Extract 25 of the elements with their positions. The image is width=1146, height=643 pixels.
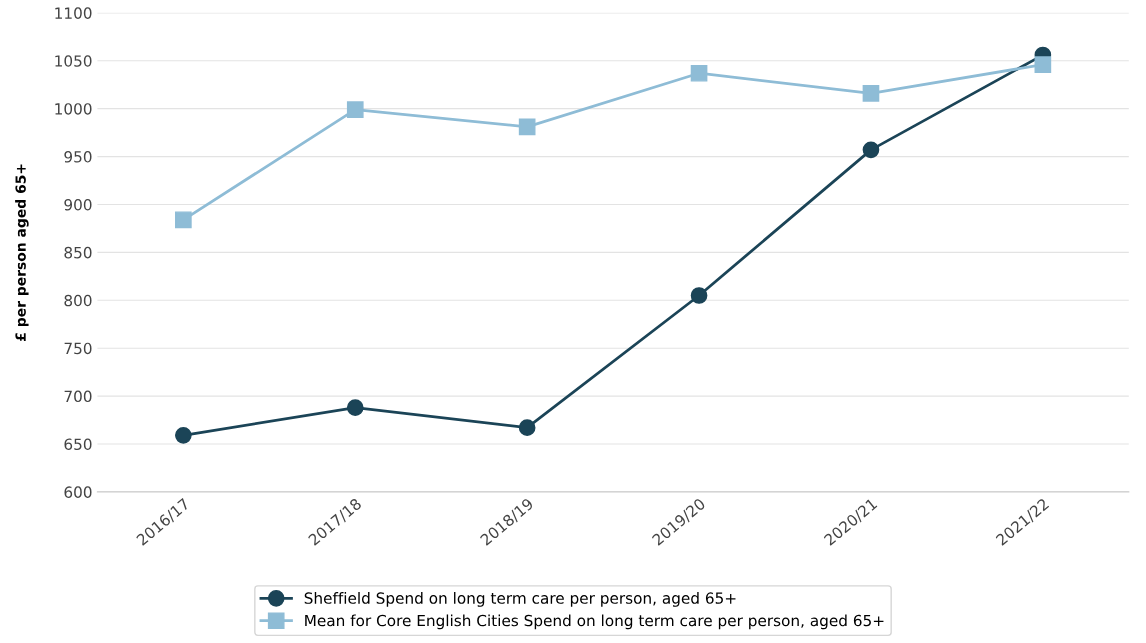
y-tick-label: 1000 — [55, 103, 92, 115]
point — [862, 141, 880, 159]
point — [1034, 56, 1052, 73]
y-tick-label: 900 — [64, 198, 92, 211]
point — [690, 287, 708, 304]
y-tick-label: 750 — [64, 342, 92, 355]
y-tick-label: 950 — [64, 151, 92, 163]
y-tick-label: 850 — [64, 246, 92, 259]
legend-label: Mean for Core English Cities Spend on long term care per person, aged 65+ — [305, 614, 884, 630]
point — [862, 85, 880, 102]
point — [690, 64, 708, 82]
y-tick-label: 650 — [64, 438, 92, 451]
y-tick-label: 1100 — [55, 7, 92, 19]
point — [346, 399, 364, 416]
y-axis-title: £ per person aged 65+ — [15, 164, 29, 341]
y-tick-label: 1050 — [55, 55, 92, 67]
point — [175, 211, 192, 229]
y-tick-label: 800 — [64, 294, 92, 307]
point — [175, 427, 192, 444]
point — [346, 101, 364, 118]
y-tick-label: 700 — [64, 390, 92, 403]
point — [518, 118, 536, 136]
legend-label: Sheffield Spend on long term care per person, aged 65+ — [304, 592, 736, 607]
point — [518, 419, 536, 437]
y-tick-label: 600 — [64, 486, 92, 498]
